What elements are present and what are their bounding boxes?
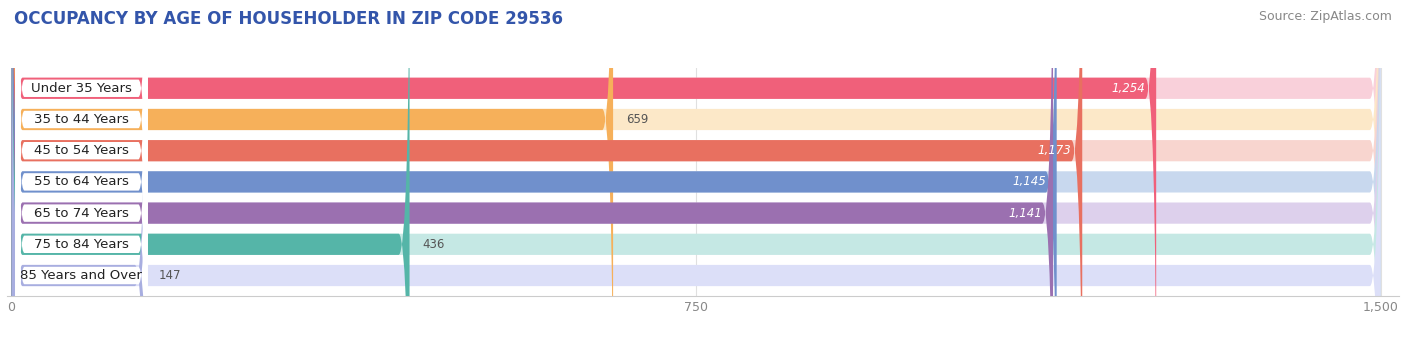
Text: 45 to 54 Years: 45 to 54 Years bbox=[34, 144, 129, 157]
FancyBboxPatch shape bbox=[15, 0, 148, 340]
Text: 75 to 84 Years: 75 to 84 Years bbox=[34, 238, 129, 251]
FancyBboxPatch shape bbox=[11, 0, 1053, 340]
FancyBboxPatch shape bbox=[15, 0, 148, 340]
Text: 1,141: 1,141 bbox=[1008, 207, 1042, 220]
Text: OCCUPANCY BY AGE OF HOUSEHOLDER IN ZIP CODE 29536: OCCUPANCY BY AGE OF HOUSEHOLDER IN ZIP C… bbox=[14, 10, 562, 28]
Text: 436: 436 bbox=[422, 238, 444, 251]
FancyBboxPatch shape bbox=[15, 0, 148, 340]
FancyBboxPatch shape bbox=[11, 0, 1381, 340]
FancyBboxPatch shape bbox=[11, 0, 1381, 340]
Text: 1,254: 1,254 bbox=[1112, 82, 1146, 95]
Text: 55 to 64 Years: 55 to 64 Years bbox=[34, 175, 129, 188]
Text: 85 Years and Over: 85 Years and Over bbox=[21, 269, 142, 282]
FancyBboxPatch shape bbox=[15, 0, 148, 340]
FancyBboxPatch shape bbox=[15, 0, 148, 340]
Text: 35 to 44 Years: 35 to 44 Years bbox=[34, 113, 129, 126]
FancyBboxPatch shape bbox=[15, 0, 148, 340]
Text: 1,173: 1,173 bbox=[1038, 144, 1071, 157]
FancyBboxPatch shape bbox=[11, 0, 1083, 340]
Text: Source: ZipAtlas.com: Source: ZipAtlas.com bbox=[1258, 10, 1392, 23]
FancyBboxPatch shape bbox=[11, 0, 1381, 340]
Text: 65 to 74 Years: 65 to 74 Years bbox=[34, 207, 129, 220]
FancyBboxPatch shape bbox=[11, 0, 1381, 340]
Text: 147: 147 bbox=[159, 269, 181, 282]
Text: Under 35 Years: Under 35 Years bbox=[31, 82, 132, 95]
FancyBboxPatch shape bbox=[11, 0, 1381, 340]
FancyBboxPatch shape bbox=[15, 0, 148, 340]
FancyBboxPatch shape bbox=[11, 0, 146, 340]
FancyBboxPatch shape bbox=[11, 0, 409, 340]
FancyBboxPatch shape bbox=[11, 0, 613, 340]
FancyBboxPatch shape bbox=[11, 0, 1057, 340]
FancyBboxPatch shape bbox=[11, 0, 1381, 340]
Text: 1,145: 1,145 bbox=[1012, 175, 1046, 188]
FancyBboxPatch shape bbox=[11, 0, 1381, 340]
FancyBboxPatch shape bbox=[11, 0, 1156, 340]
Text: 659: 659 bbox=[626, 113, 648, 126]
